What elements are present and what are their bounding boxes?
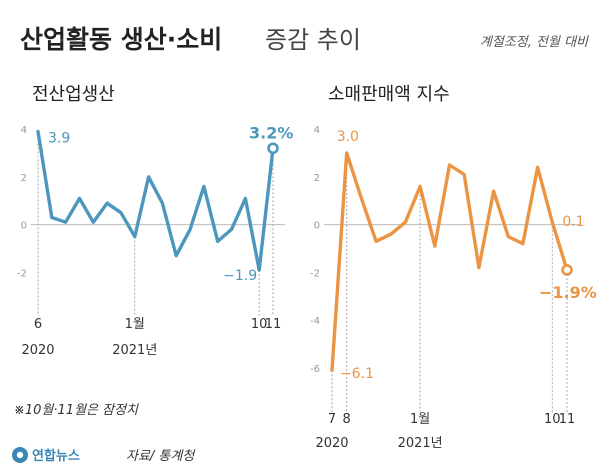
- data-point: [50, 216, 54, 219]
- x-year-label: 2020: [21, 343, 54, 358]
- chart-title-retail: 소매판매액 지수: [328, 84, 450, 105]
- data-point: [257, 268, 261, 272]
- x-tick-label: 6: [34, 317, 42, 332]
- data-point: [389, 232, 393, 236]
- data-point: [174, 254, 178, 258]
- data-point: [188, 228, 192, 231]
- data-point: [202, 185, 206, 188]
- page-subtitle: 증감 추이: [265, 26, 361, 54]
- x-year-label: 2020: [315, 436, 348, 451]
- data-point: [147, 175, 150, 179]
- data-point: [521, 242, 525, 246]
- data-label: 3.0: [337, 129, 359, 145]
- data-point: [448, 163, 451, 167]
- data-point: [133, 235, 137, 238]
- data-point: [374, 239, 378, 243]
- x-tick-label: 10: [251, 317, 268, 332]
- data-point: [345, 151, 349, 155]
- data-point: [64, 220, 68, 224]
- y-tick-label: -2: [17, 268, 27, 279]
- data-point: [243, 196, 247, 200]
- x-year-label: 2021년: [112, 343, 157, 358]
- data-point: [36, 130, 40, 133]
- data-point: [536, 165, 540, 169]
- data-label: −6.1: [340, 366, 374, 382]
- data-point: [330, 368, 334, 372]
- brand-logo: 연합뉴스: [12, 447, 80, 464]
- series-line: [36, 129, 275, 272]
- y-tick-label: 4: [21, 125, 27, 136]
- y-tick-label: -4: [310, 316, 320, 327]
- adjustment-note: 계절조정, 전월 대비: [480, 35, 589, 50]
- brand-name: 연합뉴스: [32, 448, 80, 464]
- y-tick-label: 2: [21, 173, 27, 184]
- data-point: [78, 196, 81, 200]
- data-point: [105, 201, 109, 205]
- data-point: [161, 201, 164, 205]
- x-tick-label: 11: [265, 317, 282, 332]
- data-label: 3.2%: [249, 123, 293, 142]
- x-tick-label: 11: [559, 412, 576, 427]
- logo-icon-inner: [16, 451, 24, 459]
- y-tick-label: 0: [314, 221, 320, 232]
- x-tick-label: 10: [544, 412, 561, 427]
- x-tick-label: 8: [343, 412, 351, 427]
- footnote: ※10월·11월은 잠정치: [14, 403, 139, 418]
- data-point: [404, 220, 407, 224]
- data-label: −1.9%: [539, 283, 597, 302]
- data-point: [359, 196, 363, 200]
- data-point: [119, 211, 123, 215]
- data-label: −1.9: [223, 268, 257, 284]
- data-point-latest: [561, 264, 573, 276]
- y-tick-label: 0: [21, 221, 27, 232]
- data-point: [477, 266, 481, 269]
- y-tick-label: 2: [314, 173, 320, 184]
- data-point: [506, 235, 510, 238]
- series-line: [330, 151, 569, 372]
- x-tick-label: 1월: [410, 412, 430, 427]
- data-point: [492, 189, 495, 193]
- page-title: 산업활동 생산·소비: [20, 25, 222, 54]
- data-point: [433, 244, 437, 248]
- x-tick-label: 7: [328, 412, 336, 427]
- chart-title-production: 전산업생산: [32, 84, 115, 105]
- data-point-latest: [267, 142, 279, 155]
- data-point: [550, 220, 554, 224]
- y-tick-label: -2: [310, 268, 320, 279]
- x-year-label: 2021년: [398, 436, 443, 451]
- x-tick-label: 1월: [125, 317, 145, 332]
- data-point: [462, 173, 466, 176]
- source-credit: 자료/ 통계청: [126, 449, 196, 464]
- data-point: [91, 220, 95, 224]
- data-label: 0.1: [562, 214, 584, 230]
- data-point: [216, 239, 220, 243]
- y-tick-label: 4: [314, 125, 320, 136]
- y-tick-label: -6: [310, 364, 320, 375]
- data-point: [418, 185, 422, 188]
- data-label: 3.9: [48, 131, 70, 147]
- data-point: [230, 228, 233, 231]
